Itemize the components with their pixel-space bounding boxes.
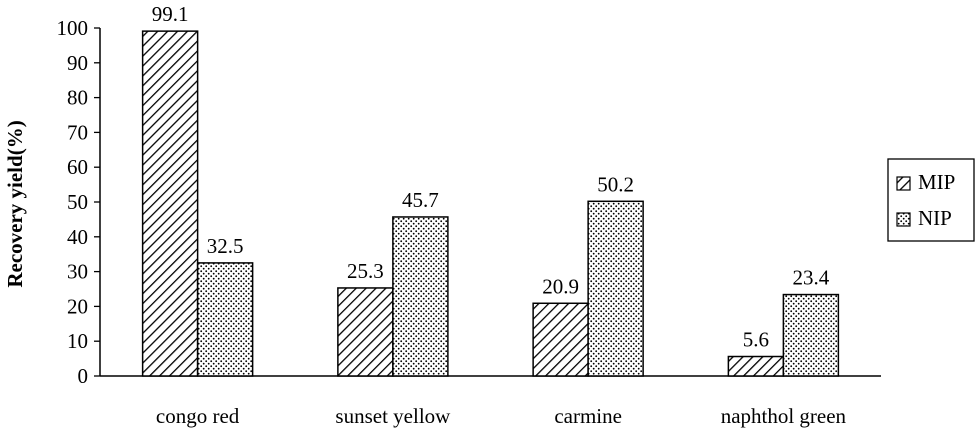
data-labels: 99.1 32.5 25.3 45.7 20.9 50.2 5.6 23.4: [152, 2, 830, 351]
legend-swatch-nip: [896, 212, 911, 227]
category-label: naphthol green: [721, 404, 847, 428]
mip-bar: [532, 302, 589, 377]
y-tick-label: 70: [67, 120, 88, 144]
category-label: sunset yellow: [335, 404, 451, 428]
y-tick-label: 90: [67, 51, 88, 75]
legend-swatch-mip: [896, 176, 911, 191]
y-tick-label: 20: [67, 294, 88, 318]
nip-data-label: 32.5: [207, 234, 244, 258]
y-tick-label: 50: [67, 190, 88, 214]
nip-bar: [587, 200, 644, 377]
y-tick-label: 30: [67, 260, 88, 284]
category-label: carmine: [554, 404, 622, 428]
y-tick-label: 100: [57, 16, 89, 40]
category-labels: congo red sunset yellow carmine naphthol gr…: [156, 404, 847, 428]
mip-data-label: 5.6: [743, 328, 769, 352]
mip-bar: [727, 355, 785, 377]
nip-data-label: 45.7: [402, 188, 439, 212]
mip-data-label: 20.9: [542, 274, 579, 298]
legend-label-mip: MIP: [918, 170, 955, 194]
nip-bar: [782, 293, 840, 377]
mip-data-label: 25.3: [347, 259, 384, 283]
mip-data-label: 99.1: [152, 2, 189, 26]
y-tick-label: 10: [67, 329, 88, 353]
legend: MIP NIP: [887, 158, 975, 242]
mip-bar: [141, 30, 199, 377]
nip-bar: [392, 216, 449, 377]
y-axis-title: Recovery yield(%): [3, 120, 27, 287]
legend-label-nip: NIP: [918, 206, 952, 230]
y-tick-label: 0: [78, 364, 89, 388]
category-label: congo red: [156, 404, 240, 428]
y-ticks: 0 10 20 30 40 50 60 70 80 90 100: [57, 16, 100, 388]
mip-bar: [337, 287, 394, 377]
y-tick-label: 40: [67, 225, 88, 249]
bars: [141, 30, 840, 377]
nip-bar: [196, 262, 254, 377]
nip-data-label: 50.2: [597, 172, 634, 196]
legend-box: [887, 158, 975, 242]
y-tick-label: 80: [67, 86, 88, 110]
y-tick-label: 60: [67, 155, 88, 179]
y-axis-title-group: Recovery yield(%): [3, 120, 27, 287]
nip-data-label: 23.4: [793, 266, 830, 290]
